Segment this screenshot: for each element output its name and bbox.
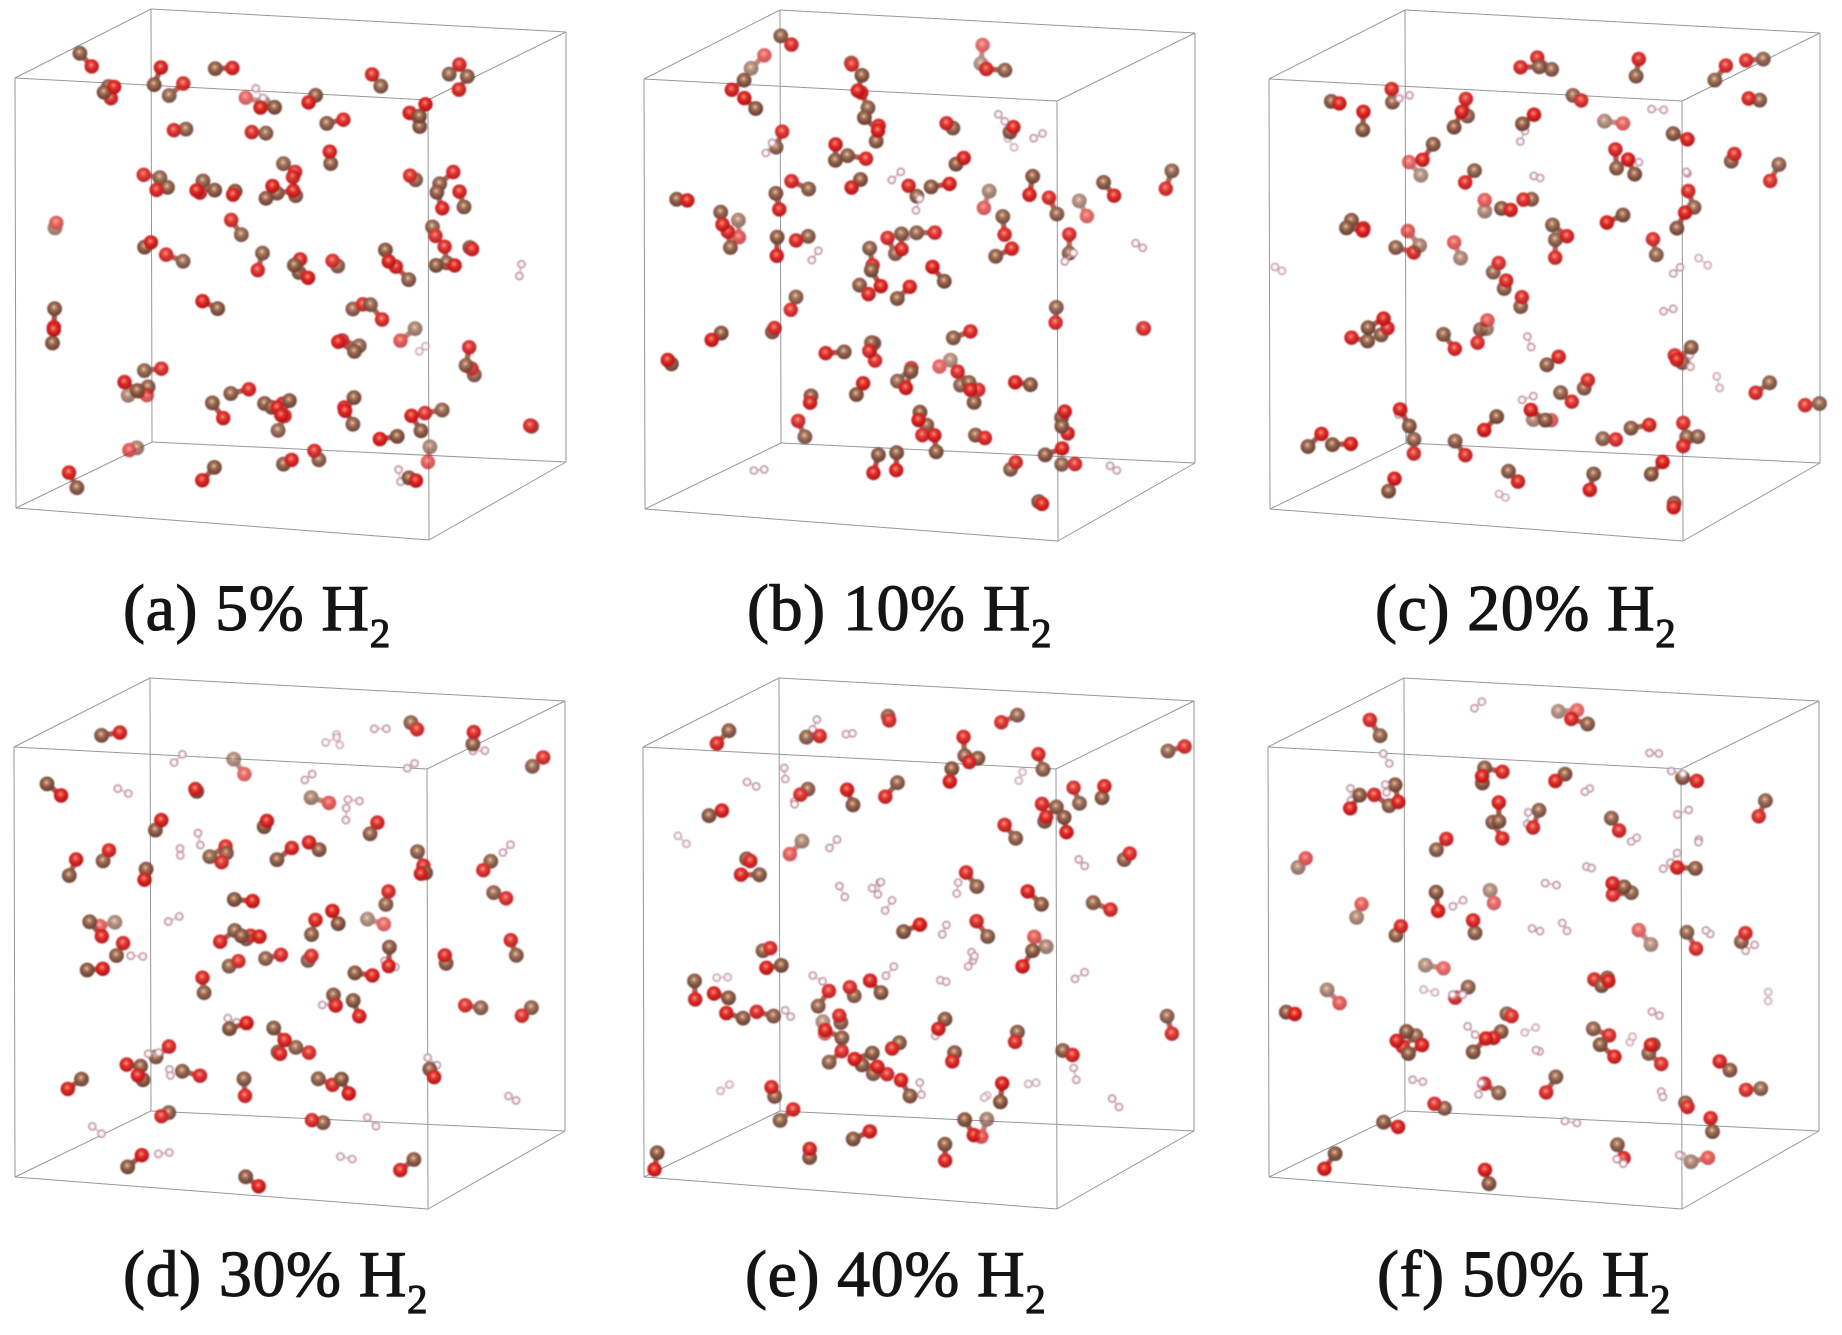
svg-text:(a) 5% H2: (a) 5% H2 [123, 572, 391, 656]
svg-text:(f) 50% H2: (f) 50% H2 [1377, 1238, 1671, 1322]
svg-text:(d) 30% H2: (d) 30% H2 [123, 1238, 428, 1322]
svg-text:(b) 10% H2: (b) 10% H2 [747, 572, 1052, 656]
svg-text:(c) 20% H2: (c) 20% H2 [1375, 572, 1676, 656]
svg-text:(e) 40% H2: (e) 40% H2 [745, 1238, 1046, 1322]
